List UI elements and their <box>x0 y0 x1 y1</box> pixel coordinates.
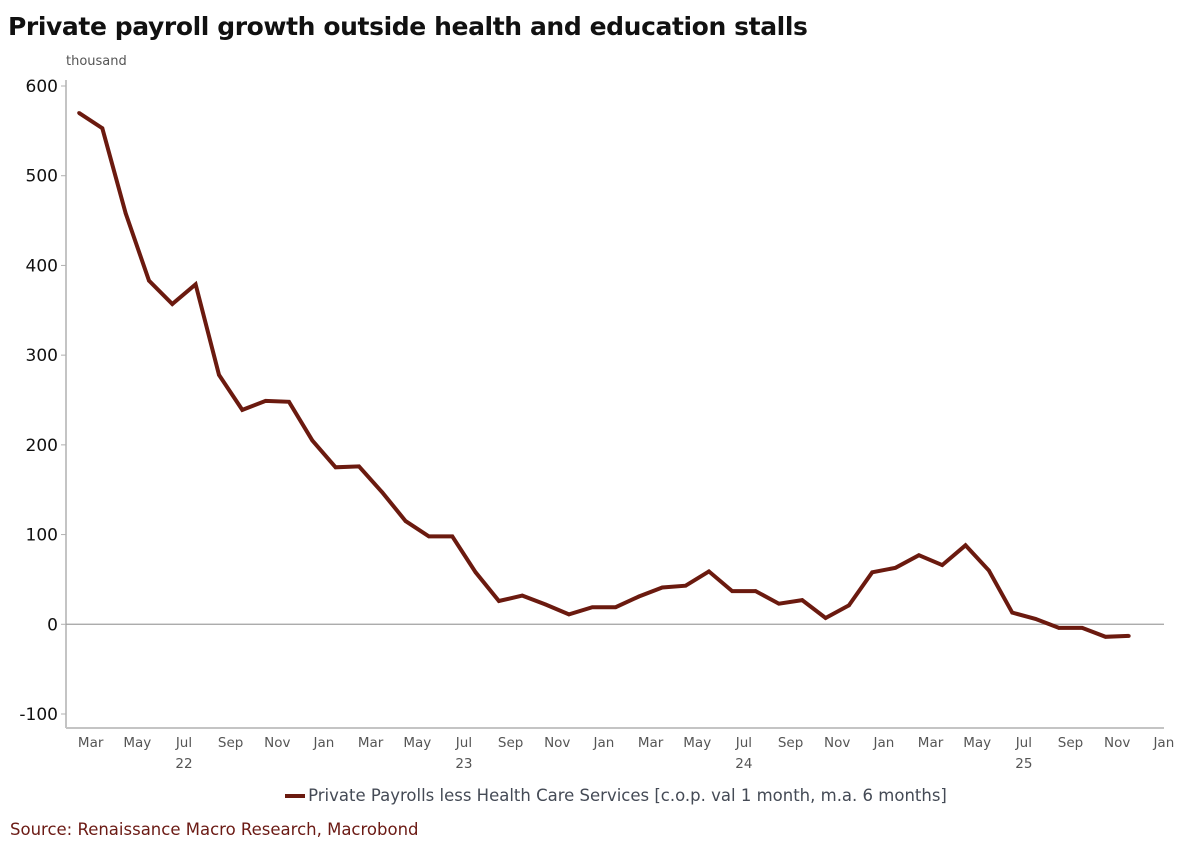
legend-swatch-icon <box>285 793 306 798</box>
x-tick-label: Jan <box>872 735 894 751</box>
data-point <box>77 111 81 115</box>
x-tick-label: Mar <box>358 735 384 751</box>
x-tick-label: May <box>123 735 151 751</box>
data-point <box>567 612 571 617</box>
x-tick-label: Mar <box>638 735 664 751</box>
chart-title: Private payroll growth outside health an… <box>8 12 808 41</box>
y-tick-label: 100 <box>26 526 58 546</box>
x-year-label: 22 <box>175 756 192 772</box>
x-axis-ticks: Mar May Jul Sep Nov Jan Mar May Jul Sep Nov Jan Mar M… <box>78 735 1174 772</box>
data-point <box>147 278 151 283</box>
y-tick-label: 400 <box>26 256 58 276</box>
data-point <box>1103 635 1108 639</box>
axes <box>65 80 1164 729</box>
source-note: Source: Renaissance Macro Research, Macr… <box>10 820 419 839</box>
y-axis-ticks: -100 0 100 200 300 400 500 600 <box>19 77 66 725</box>
x-tick-label: Jul <box>455 735 472 751</box>
data-point <box>123 211 128 216</box>
x-tick-label: Sep <box>1058 735 1083 751</box>
data-point <box>380 490 385 495</box>
data-point <box>800 598 805 602</box>
y-tick-label: 300 <box>26 346 58 366</box>
data-point <box>823 616 828 620</box>
data-point <box>730 589 735 593</box>
data-point <box>263 399 268 403</box>
x-tick-label: Nov <box>264 735 290 751</box>
legend-label: Private Payrolls less Health Care Servic… <box>308 786 947 805</box>
x-tick-label: Sep <box>498 735 523 751</box>
data-point <box>1080 626 1084 630</box>
y-axis-unit-label: thousand <box>66 54 127 69</box>
x-tick-label: May <box>683 735 711 751</box>
series-group <box>77 111 1131 639</box>
x-tick-label: Jan <box>313 735 335 751</box>
data-point <box>660 585 665 590</box>
data-point <box>1057 626 1061 630</box>
data-point <box>520 593 525 598</box>
series-line <box>77 111 1129 639</box>
data-point <box>427 534 431 539</box>
data-point <box>753 589 758 593</box>
data-point <box>963 543 968 548</box>
x-tick-label: Nov <box>824 735 850 751</box>
data-point <box>987 568 991 573</box>
data-point <box>637 594 641 599</box>
x-tick-label: Jul <box>175 735 192 751</box>
data-point <box>100 126 105 130</box>
x-tick-label: Jan <box>593 735 615 751</box>
data-point <box>333 465 338 470</box>
x-year-label: 23 <box>455 756 472 772</box>
data-point <box>310 438 315 443</box>
data-point <box>847 603 851 608</box>
y-tick-label: -100 <box>19 705 58 725</box>
y-tick-label: 0 <box>47 615 58 635</box>
x-tick-label: Jul <box>1015 735 1032 751</box>
data-point <box>473 570 478 575</box>
data-point <box>543 602 548 607</box>
x-year-label: 25 <box>1015 756 1032 772</box>
data-point <box>893 565 898 570</box>
x-tick-label: Mar <box>918 735 944 751</box>
x-tick-label: Nov <box>544 735 570 751</box>
data-point <box>613 605 618 610</box>
data-point <box>917 553 921 558</box>
data-point <box>1033 617 1038 621</box>
data-point <box>1127 634 1131 638</box>
x-tick-label: Mar <box>78 735 104 751</box>
y-tick-label: 600 <box>26 77 58 97</box>
y-tick-label: 200 <box>26 436 58 456</box>
x-tick-label: Jan <box>1152 735 1174 751</box>
data-point <box>707 569 711 574</box>
data-point <box>1010 610 1014 615</box>
x-tick-label: Sep <box>778 735 803 751</box>
data-point <box>357 464 361 469</box>
y-tick-label: 500 <box>26 167 58 187</box>
data-point <box>497 599 501 603</box>
data-point <box>450 534 455 539</box>
data-point <box>777 601 781 606</box>
data-point <box>940 563 945 567</box>
x-tick-label: Nov <box>1104 735 1130 751</box>
x-tick-label: Jul <box>735 735 752 751</box>
data-point <box>170 302 175 306</box>
data-point <box>870 570 875 575</box>
x-tick-label: Sep <box>218 735 243 751</box>
data-point <box>403 519 408 523</box>
data-point <box>287 399 291 404</box>
data-point <box>217 373 221 377</box>
legend: Private Payrolls less Health Care Servic… <box>0 786 1202 805</box>
data-point <box>683 583 688 588</box>
data-point <box>590 605 595 610</box>
x-tick-label: May <box>403 735 431 751</box>
x-year-label: 24 <box>735 756 752 772</box>
x-tick-label: May <box>963 735 991 751</box>
data-point <box>240 408 245 412</box>
data-point <box>193 282 198 287</box>
